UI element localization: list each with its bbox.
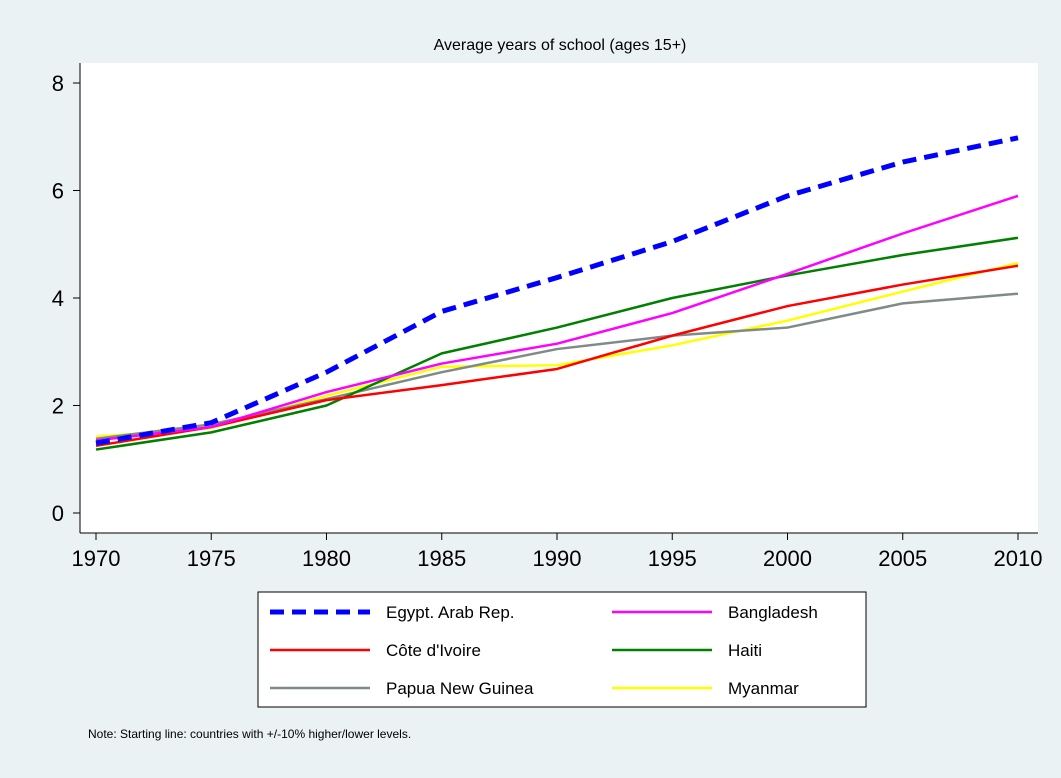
legend-label: Myanmar: [728, 679, 799, 698]
series-line: [95, 194, 1019, 442]
x-tick-label: 2010: [994, 546, 1043, 571]
x-tick-label: 1990: [533, 546, 582, 571]
x-tick-label: 2000: [763, 546, 812, 571]
y-tick-label: 6: [52, 179, 64, 204]
series-line: [95, 236, 1019, 451]
legend-label: Côte d'Ivoire: [386, 641, 481, 660]
y-tick-label: 8: [52, 71, 64, 96]
series-line: [95, 135, 1019, 446]
y-axis-ticks: 0 2 4 6 8: [52, 71, 80, 526]
legend-label: Bangladesh: [728, 603, 818, 622]
chart-note: Note: Starting line: countries with +/-1…: [88, 727, 411, 741]
x-tick-label: 2005: [878, 546, 927, 571]
x-tick-label: 1980: [302, 546, 351, 571]
y-tick-label: 2: [52, 394, 64, 419]
x-tick-label: 1995: [648, 546, 697, 571]
y-tick-label: 4: [52, 286, 64, 311]
plot-area: [80, 63, 1038, 533]
x-tick-label: 1975: [187, 546, 236, 571]
y-tick-label: 0: [52, 501, 64, 526]
legend-label: Papua New Guinea: [386, 679, 534, 698]
legend-label: Haiti: [728, 641, 762, 660]
legend-label: Egypt. Arab Rep.: [386, 603, 515, 622]
chart-title: Average years of school (ages 15+): [434, 37, 687, 54]
x-tick-label: 1985: [417, 546, 466, 571]
series-lines: [95, 135, 1019, 451]
x-tick-label: 1970: [72, 546, 121, 571]
legend: Egypt. Arab Rep. Bangladesh Côte d'Ivoire H…: [270, 603, 818, 698]
series-line: [95, 264, 1019, 448]
x-axis-ticks: 1970 1975 1980 1985 1990 1995 2000 2005 2010: [72, 533, 1043, 571]
